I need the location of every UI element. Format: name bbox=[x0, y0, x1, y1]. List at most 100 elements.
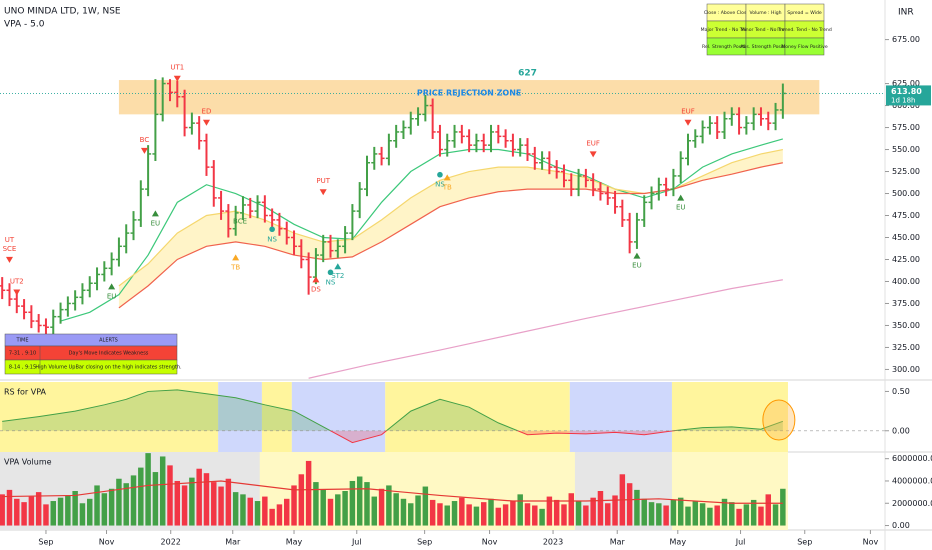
volume-bar bbox=[590, 497, 596, 526]
y-tick-label: 425.00 bbox=[892, 255, 920, 264]
volume-bar bbox=[378, 488, 385, 526]
alerts-time: 8-14 , 9:15 bbox=[9, 365, 36, 371]
last-price-label: 613.80 bbox=[891, 87, 922, 96]
volume-bar bbox=[736, 508, 742, 526]
volume-bar bbox=[473, 506, 480, 526]
volume-bar bbox=[656, 503, 662, 526]
volume-bar bbox=[247, 497, 253, 526]
rs-zone bbox=[671, 382, 788, 452]
signal-label: PUT bbox=[316, 177, 330, 185]
signal-marker bbox=[589, 151, 597, 158]
signal-marker bbox=[327, 269, 334, 276]
alerts-time: 7-31 , 9:10 bbox=[9, 351, 36, 357]
volume-bar bbox=[225, 478, 232, 526]
signal-label: NS bbox=[435, 181, 445, 189]
signal-label: EU bbox=[151, 219, 161, 227]
signal-label: ED bbox=[202, 108, 212, 116]
volume-bar bbox=[269, 508, 275, 526]
info-text: Rel. Strength Positive bbox=[702, 44, 751, 50]
signal-label: TB bbox=[442, 183, 452, 191]
signal-label: SCE bbox=[3, 245, 17, 253]
overlays: UNO MINDA LTD, 1W, NSE VPA - 5.0 INR 300… bbox=[3, 3, 932, 547]
indicator-name: VPA - 5.0 bbox=[4, 20, 45, 30]
signal-marker bbox=[633, 252, 641, 259]
volume-bar bbox=[108, 488, 115, 526]
volume-bar bbox=[721, 498, 728, 526]
signal-marker bbox=[202, 119, 210, 126]
alerts-message: High Volume UpBar closing on the high in… bbox=[35, 365, 182, 371]
volume-bar bbox=[203, 473, 210, 526]
y-tick-label: 4000000.00 bbox=[892, 476, 932, 485]
y-tick-label: 500.00 bbox=[892, 189, 920, 198]
volume-bar bbox=[116, 478, 122, 526]
volume-bar bbox=[415, 495, 421, 526]
x-tick-label: Sep bbox=[38, 538, 53, 547]
signal-label: NS bbox=[326, 278, 336, 286]
volume-bar bbox=[444, 505, 450, 526]
volume-bar bbox=[152, 472, 159, 526]
volume-bar bbox=[123, 483, 129, 526]
volume-bar bbox=[677, 497, 684, 526]
volume-bar bbox=[65, 495, 71, 526]
y-tick-label: 625.00 bbox=[892, 79, 920, 88]
x-tick-label: 2022 bbox=[161, 538, 181, 547]
y-tick-label: 675.00 bbox=[892, 35, 920, 44]
rs-zone bbox=[261, 382, 292, 452]
x-tick-label: Sep bbox=[797, 538, 812, 547]
signal-label: EU bbox=[632, 262, 642, 270]
volume-bar bbox=[699, 503, 706, 526]
moving-average bbox=[60, 138, 784, 322]
volume-bar bbox=[488, 498, 494, 526]
info-text: Spread = Wide bbox=[787, 10, 822, 16]
zone-label: PRICE REJECTION ZONE bbox=[417, 89, 522, 98]
y-tick-label: 325.00 bbox=[892, 343, 920, 352]
signal-marker bbox=[13, 289, 21, 296]
volume-bar bbox=[568, 493, 575, 526]
x-tick-label: Sep bbox=[417, 538, 432, 547]
volume-bar bbox=[743, 504, 750, 526]
marks bbox=[0, 77, 885, 526]
volume-bar bbox=[546, 496, 553, 526]
info-text: Abs. Strength Positive bbox=[740, 44, 791, 50]
volume-bar bbox=[72, 491, 78, 526]
volume-bar bbox=[159, 456, 166, 526]
signal-marker bbox=[319, 189, 327, 196]
signal-label: UT1 bbox=[170, 64, 184, 72]
volume-bar bbox=[174, 480, 181, 526]
y-tick-label: 300.00 bbox=[892, 365, 920, 374]
alerts-row bbox=[4, 359, 178, 375]
volume-bar bbox=[254, 501, 261, 526]
signal-label: EU bbox=[676, 204, 686, 212]
volume-bar bbox=[313, 482, 319, 526]
volume-bar bbox=[663, 505, 669, 526]
signal-label: UT2 bbox=[10, 277, 24, 285]
ma-band bbox=[118, 149, 783, 308]
signal-label: BCE bbox=[233, 218, 247, 226]
x-tick-label: Jul bbox=[735, 538, 746, 547]
signal-marker bbox=[140, 147, 148, 154]
y-tick-label: 525.00 bbox=[892, 167, 920, 176]
volume-bar bbox=[583, 505, 589, 526]
volume-bar bbox=[14, 498, 20, 526]
last-price-box bbox=[886, 85, 931, 106]
price-rejection-zone bbox=[118, 80, 820, 115]
signal-marker bbox=[677, 194, 685, 201]
volume-bar bbox=[101, 493, 108, 526]
panel-title: RS for VPA bbox=[4, 388, 47, 397]
moving-average bbox=[118, 162, 783, 309]
volume-bar bbox=[707, 507, 713, 526]
y-tick-label: 0.00 bbox=[892, 521, 910, 530]
info-text: Major Trend - No Trend bbox=[701, 27, 753, 33]
signal-label: EUF bbox=[681, 108, 695, 116]
volume-bar bbox=[714, 505, 720, 526]
signal-label: TB bbox=[230, 263, 240, 271]
volume-bar bbox=[232, 492, 239, 526]
volume-bar bbox=[35, 492, 42, 526]
volume-bar bbox=[393, 493, 399, 526]
volume-bar bbox=[729, 502, 735, 526]
volume-bar bbox=[437, 503, 443, 526]
volume-bar bbox=[320, 489, 326, 526]
volume-bar bbox=[466, 504, 472, 526]
signal-marker bbox=[232, 254, 240, 261]
